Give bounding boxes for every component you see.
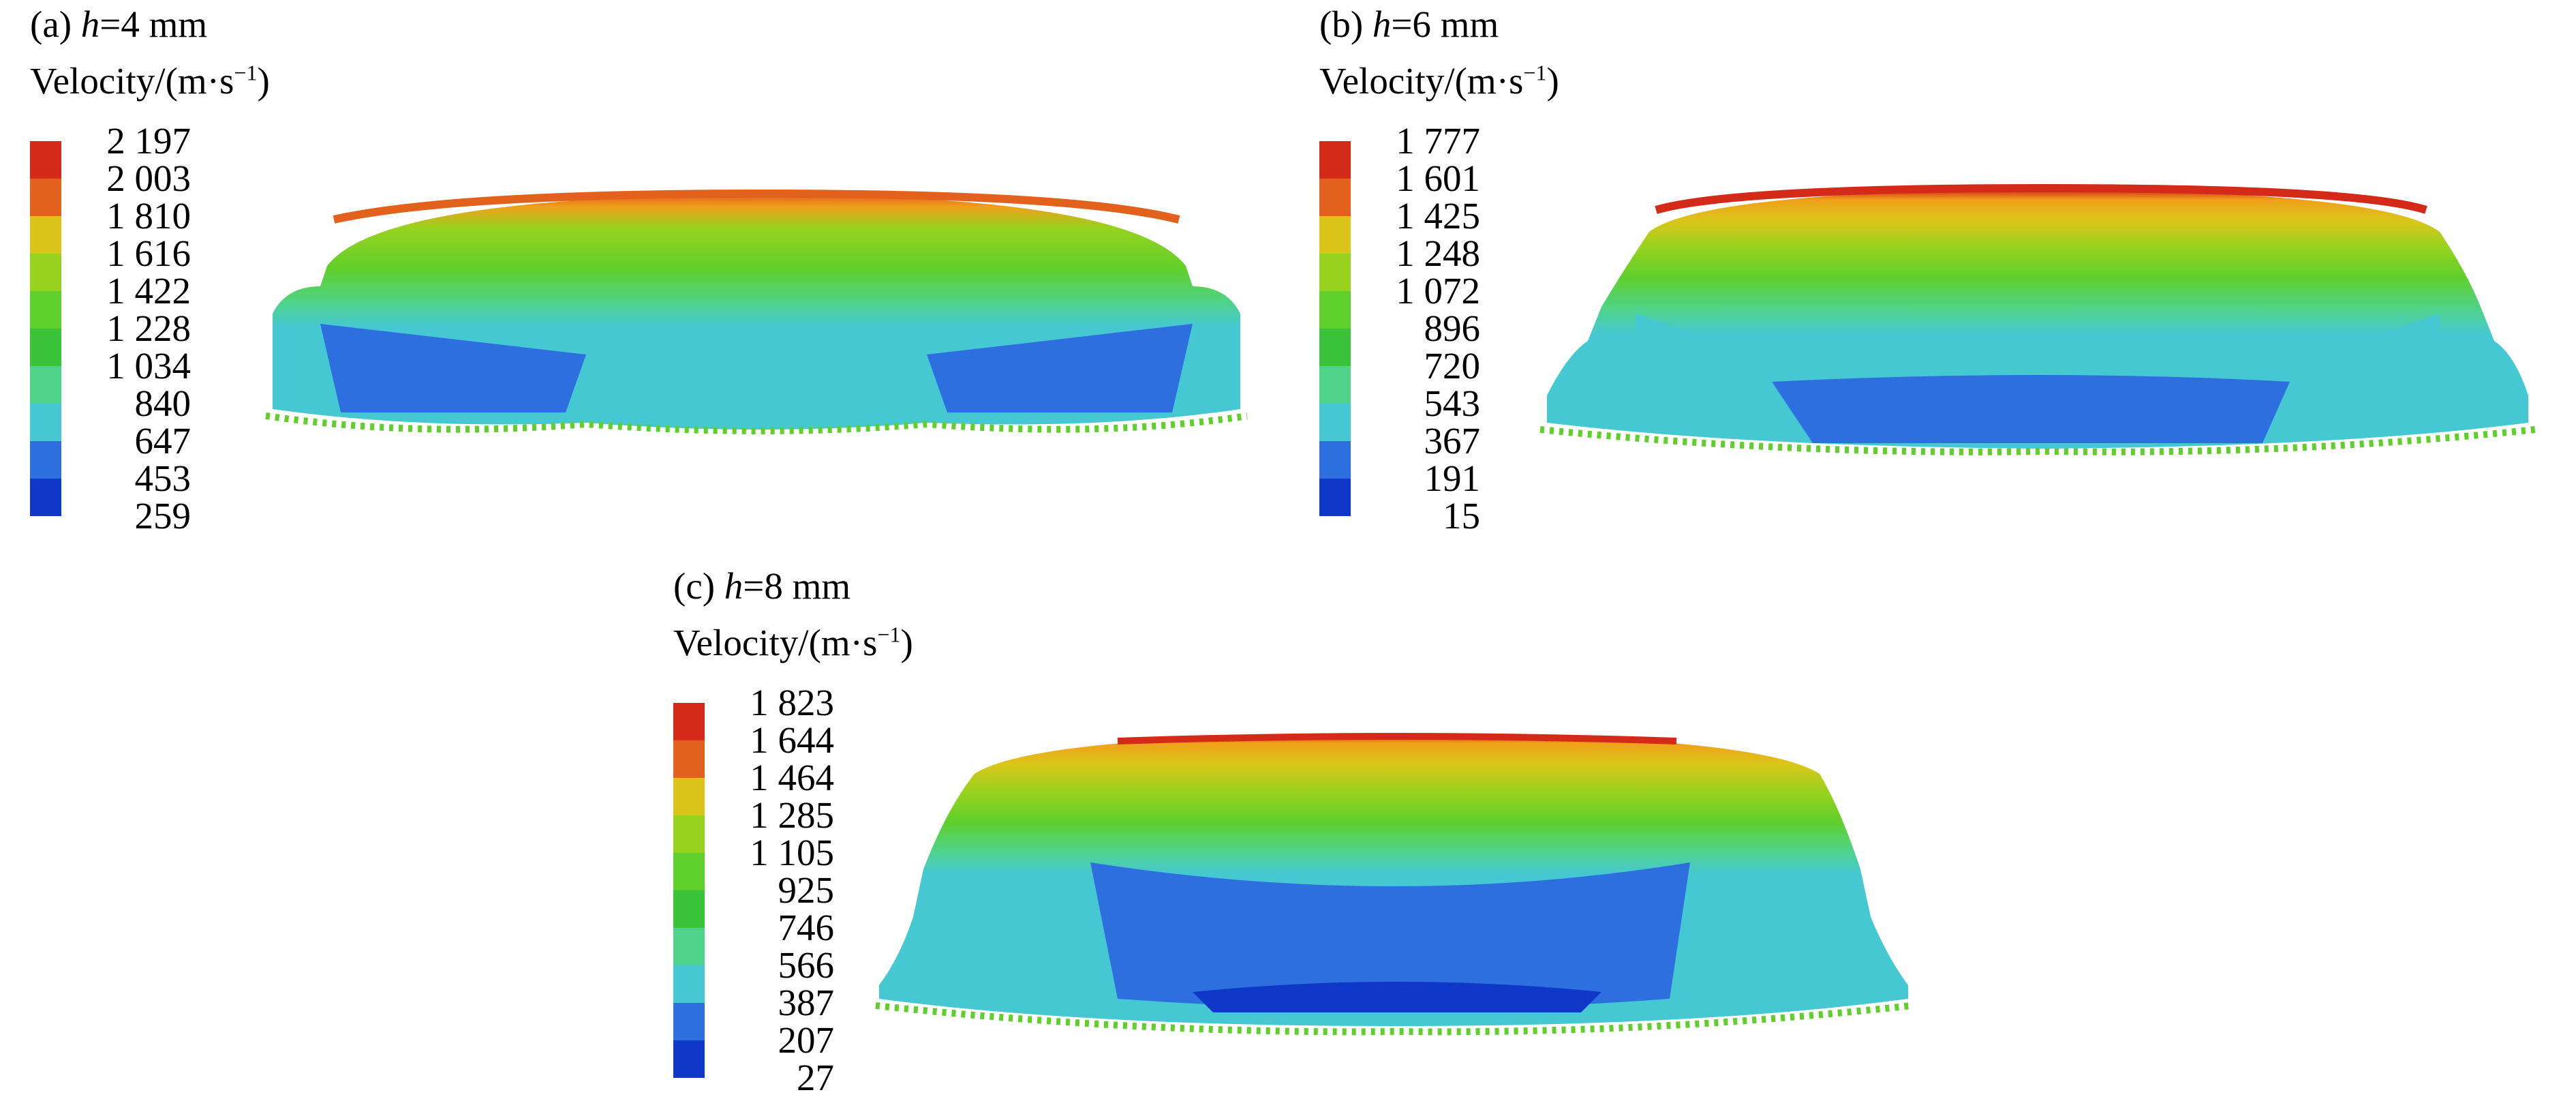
legend-tick-label: 1 616 [106, 232, 191, 274]
legend-tick-label: 566 [778, 944, 835, 986]
legend-swatch [1319, 216, 1351, 254]
legend-swatch [30, 441, 61, 479]
legend-tick-label: 1 285 [750, 794, 834, 836]
legend-swatch [673, 1040, 705, 1078]
legend-tick-label: 840 [134, 382, 191, 424]
legend-tick-label: 1 228 [106, 307, 191, 349]
legend-swatch [30, 216, 61, 254]
legend-tick-label: 27 [797, 1057, 834, 1098]
field-base-fringe [1539, 426, 2536, 455]
colorbar-unit-label: Velocity/(m·s−1) [1319, 60, 1559, 102]
legend-tick-label: 1 105 [750, 832, 834, 873]
legend-swatch [1319, 141, 1351, 179]
legend-tick-label: 720 [1424, 345, 1481, 387]
legend-swatch [673, 815, 705, 853]
legend-swatch [673, 703, 705, 740]
field-bottom-pocket [1772, 375, 2290, 443]
legend-tick-label: 647 [134, 420, 191, 462]
legend-swatch [1319, 441, 1351, 479]
legend-tick-label: 387 [778, 982, 835, 1023]
legend-swatch [1319, 179, 1351, 216]
legend-tick-label: 2 197 [106, 120, 191, 162]
legend-tick-label: 896 [1424, 307, 1481, 349]
legend-swatch [1319, 254, 1351, 291]
field-base-fringe [875, 1002, 1912, 1036]
legend-swatch [673, 853, 705, 890]
legend-swatch [1319, 291, 1351, 329]
legend-swatch [30, 179, 61, 216]
panel-title: (a) h=4 mm [30, 3, 208, 45]
velocity-field-a [265, 189, 1248, 434]
legend-tick-label: 1 644 [750, 719, 834, 761]
field-left-pocket [320, 324, 586, 412]
legend-swatch [30, 291, 61, 329]
field-top-edge [333, 189, 1180, 224]
legend-tick-label: 1 034 [106, 345, 191, 387]
panel-title: (c) h=8 mm [673, 565, 851, 607]
velocity-field-c [875, 733, 1912, 1036]
legend-tick-label: 1 248 [1396, 232, 1480, 274]
legend-swatch [1319, 404, 1351, 441]
legend-swatch [30, 254, 61, 291]
legend-tick-label: 191 [1424, 457, 1481, 499]
legend-tick-label: 1 464 [750, 757, 834, 798]
legend-tick-label: 1 823 [750, 682, 834, 723]
legend-swatch [673, 890, 705, 928]
field-right-pocket [927, 324, 1193, 412]
legend-swatch [673, 965, 705, 1003]
legend-swatch [1319, 366, 1351, 404]
legend-tick-label: 453 [134, 457, 191, 499]
legend-swatch [30, 141, 61, 179]
legend-tick-label: 746 [778, 907, 835, 948]
legend-tick-label: 1 810 [106, 195, 191, 237]
field-core-pocket [1090, 862, 1690, 1009]
legend-swatch [673, 928, 705, 965]
legend-tick-label: 1 425 [1396, 195, 1480, 237]
colorbar-unit-label: Velocity/(m·s−1) [30, 60, 270, 102]
legend-tick-label: 259 [134, 495, 191, 537]
legend-swatch [673, 740, 705, 778]
legend-tick-label: 1 777 [1396, 120, 1480, 162]
legend-swatch [30, 479, 61, 516]
colorbar-unit-label: Velocity/(m·s−1) [673, 622, 913, 663]
legend-tick-label: 15 [1443, 495, 1480, 537]
legend-tick-label: 207 [778, 1019, 835, 1061]
legend-swatch [1319, 479, 1351, 516]
panel-title: (b) h=6 mm [1319, 3, 1499, 45]
legend-tick-label: 1 072 [1396, 270, 1480, 312]
legend-swatch [30, 404, 61, 441]
legend-tick-label: 2 003 [106, 157, 191, 199]
legend-tick-label: 1 422 [106, 270, 191, 312]
legend-tick-label: 543 [1424, 382, 1481, 424]
legend-swatch [30, 329, 61, 366]
legend-tick-label: 1 601 [1396, 157, 1480, 199]
legend-swatch [30, 366, 61, 404]
legend-swatch [673, 778, 705, 815]
field-top-edge [1655, 183, 2427, 214]
legend-tick-label: 367 [1424, 420, 1481, 462]
legend-swatch [1319, 329, 1351, 366]
legend-swatch [673, 1003, 705, 1040]
legend-tick-label: 925 [778, 869, 835, 911]
field-top-edge [1117, 733, 1677, 744]
velocity-field-b [1539, 183, 2536, 455]
field-bottom-pocket [1193, 982, 1601, 1012]
